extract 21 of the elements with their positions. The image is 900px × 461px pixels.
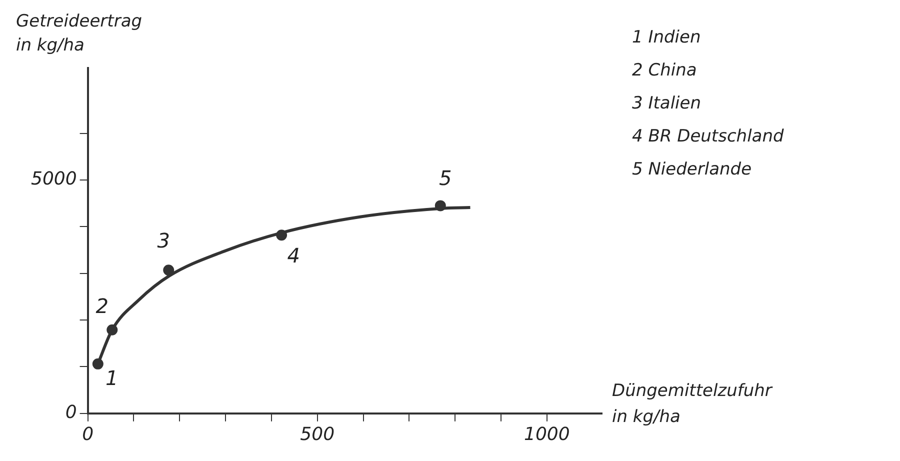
text: 3 Italien	[632, 93, 701, 114]
x-axis-title: Düngemittelzufuhr in kg/ha	[612, 380, 773, 427]
y-axis-title: Getreideertrag in kg/ha	[16, 11, 142, 56]
x-tick-label: 500	[300, 424, 335, 445]
point	[276, 230, 288, 241]
text: 2 China	[632, 60, 697, 80]
text: 1 Indien	[632, 27, 701, 48]
y-tick-label: 5000	[30, 168, 77, 190]
text: 4 BR Deutschland	[632, 126, 784, 146]
text: 5 Niederlande	[632, 159, 752, 180]
annotation: 3	[157, 228, 170, 252]
annotation: 5	[439, 166, 452, 190]
annotation: 2	[96, 294, 109, 318]
annotation: 4	[287, 243, 300, 268]
point	[163, 264, 174, 276]
x-tick-label: 1000	[524, 424, 570, 445]
point	[434, 200, 446, 212]
annotation: 1	[106, 366, 118, 390]
point	[106, 324, 118, 336]
point	[92, 358, 104, 370]
x-tick-label: 0	[82, 424, 94, 445]
